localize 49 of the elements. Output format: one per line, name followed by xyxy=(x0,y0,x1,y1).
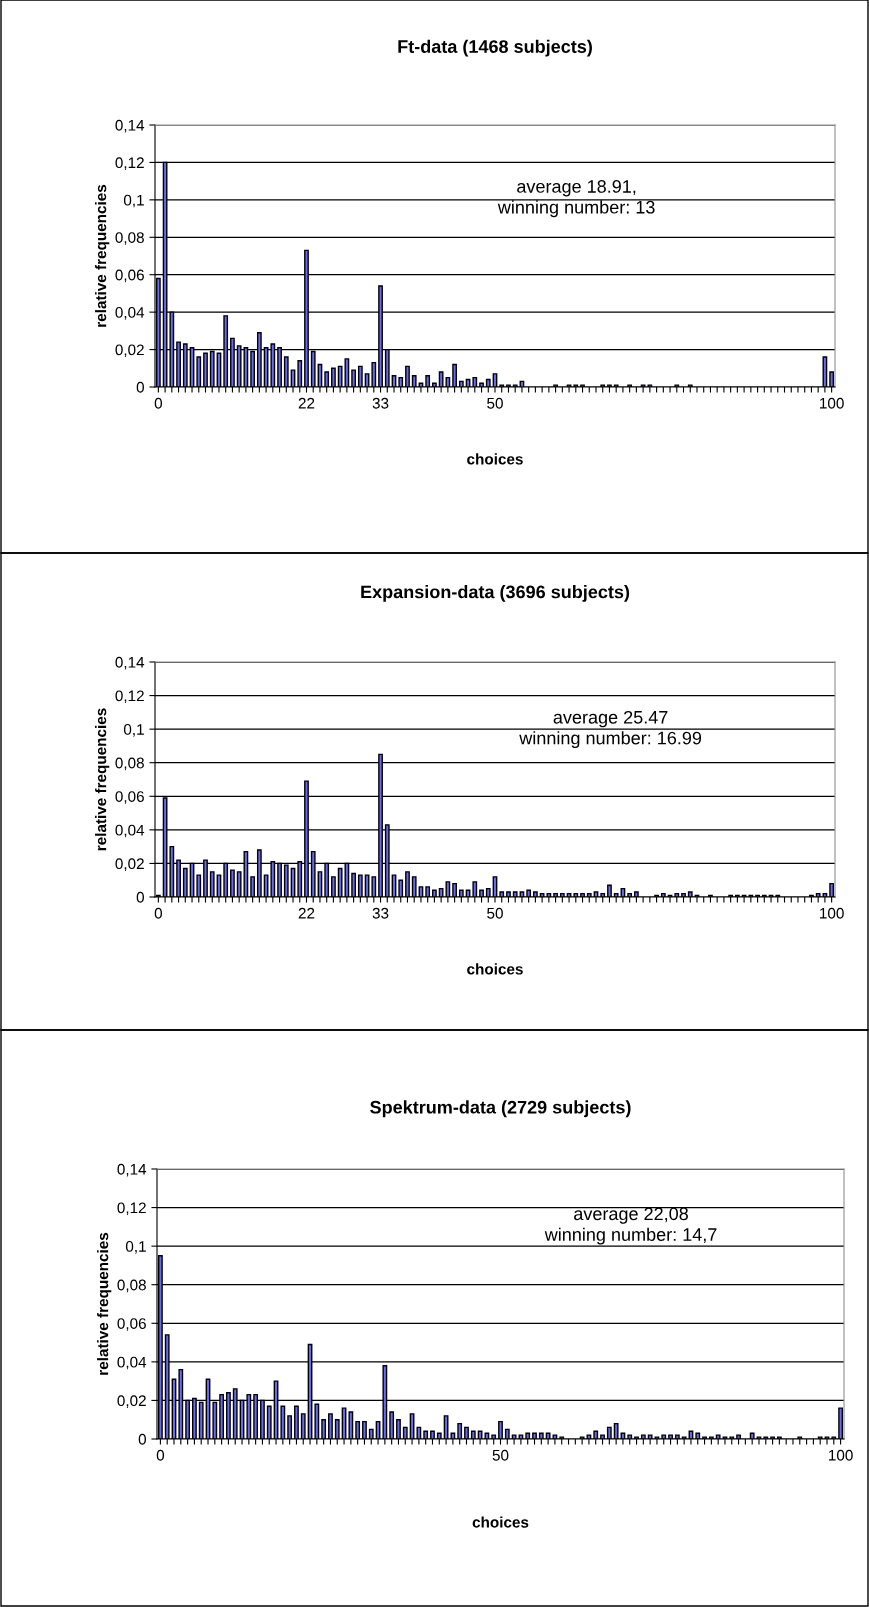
y-tick-label: 0,04 xyxy=(117,1356,147,1370)
y-tick-label: 0 xyxy=(136,381,144,393)
x-tick-label: 0 xyxy=(154,397,163,409)
y-tick-label: 0,1 xyxy=(123,724,144,737)
y-tick-label: 0,12 xyxy=(115,690,144,704)
x-tick-label: 100 xyxy=(829,1449,853,1461)
y-tick-label: 0,06 xyxy=(117,1318,146,1331)
y-tick-label: 0,14 xyxy=(117,1163,147,1177)
annotation: average 25.47 winning number: 16.99 xyxy=(519,710,702,748)
x-axis-title: choices xyxy=(467,963,523,975)
x-tick-label: 33 xyxy=(372,907,389,919)
y-tick-label: 0,1 xyxy=(125,1241,146,1254)
y-tick-label: 0 xyxy=(138,1433,146,1445)
y-tick-label: 0 xyxy=(136,891,144,903)
x-tick-label: 0 xyxy=(156,1449,165,1461)
y-tick-label: 0,08 xyxy=(115,232,144,245)
x-axis-title: choices xyxy=(467,453,523,465)
y-axis-title: relative frequencies xyxy=(95,708,110,851)
y-tick-label: 0,04 xyxy=(115,307,145,320)
chart-title: Ft-data (1468 subjects) xyxy=(398,39,592,57)
x-tick-label: 22 xyxy=(298,907,315,919)
y-tick-label: 0,08 xyxy=(115,757,144,771)
y-tick-label: 0,12 xyxy=(115,157,144,170)
x-tick-label: 100 xyxy=(820,397,844,409)
x-tick-label: 50 xyxy=(492,1449,509,1461)
x-tick-label: 50 xyxy=(487,907,503,919)
x-axis-title: choices xyxy=(472,1516,529,1528)
annotation: average 22,08 winning number: 14,7 xyxy=(544,1207,717,1245)
annotation: average 18.91, winning number: 13 xyxy=(497,180,655,218)
x-tick-label: 100 xyxy=(820,907,844,919)
y-tick-label: 0,04 xyxy=(115,824,145,838)
x-tick-label: 50 xyxy=(487,397,503,409)
chart-title: Spektrum-data (2729 subjects) xyxy=(370,1100,631,1118)
y-tick-label: 0,1 xyxy=(123,194,144,208)
x-tick-label: 0 xyxy=(154,907,163,919)
y-tick-label: 0,06 xyxy=(115,791,144,804)
y-tick-label: 0,02 xyxy=(117,1395,146,1408)
y-tick-label: 0,14 xyxy=(115,119,145,133)
y-tick-label: 0,12 xyxy=(117,1202,146,1216)
y-tick-label: 0,08 xyxy=(117,1279,146,1293)
y-tick-label: 0,02 xyxy=(115,858,144,871)
chart-title: Expansion-data (3696 subjects) xyxy=(361,585,630,602)
y-axis-title: relative frequencies xyxy=(97,1232,112,1375)
y-tick-label: 0,02 xyxy=(115,344,144,358)
y-tick-label: 0,14 xyxy=(115,656,145,670)
y-axis-title: relative frequencies xyxy=(95,184,110,327)
y-tick-label: 0,06 xyxy=(115,269,144,283)
x-tick-label: 22 xyxy=(298,397,315,409)
x-tick-label: 33 xyxy=(372,397,389,409)
